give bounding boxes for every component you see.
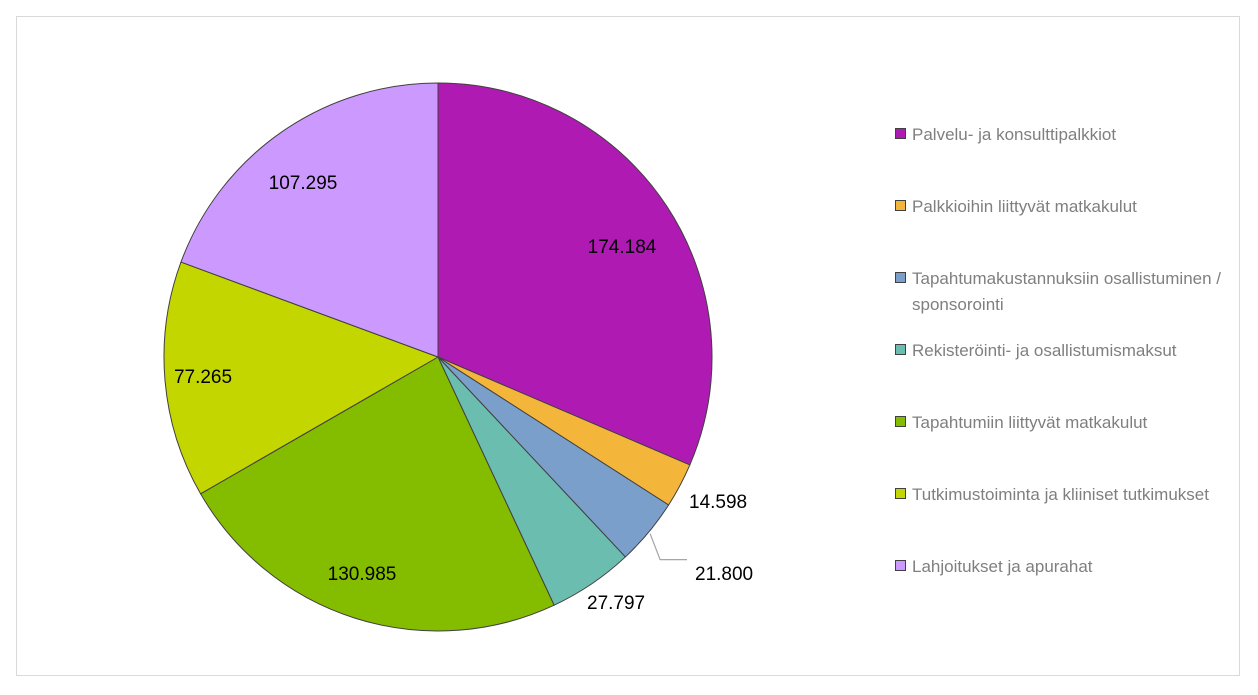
legend-item-2: Palkkioihin liittyvät matkakulut	[895, 194, 1258, 220]
legend-label: Tutkimustoiminta ja kliiniset tutkimukse…	[912, 485, 1209, 504]
pie-chart: 174.184 14.598 21.800 27.797 130.985 77.265 10…	[163, 82, 753, 632]
legend-label: Tapahtumakustannuksiin osallistuminen / …	[912, 269, 1222, 314]
legend-label: Tapahtumiin liittyvät matkakulut	[912, 413, 1148, 432]
legend-swatch	[895, 200, 906, 211]
data-label-6: 77.265	[174, 367, 232, 388]
pie-slice-5	[199, 356, 555, 632]
legend-swatch	[895, 128, 906, 139]
legend-item-6: Tutkimustoiminta ja kliiniset tutkimukse…	[895, 482, 1258, 508]
legend-item-5: Tapahtumiin liittyvät matkakulut	[895, 410, 1258, 436]
legend-swatch	[895, 560, 906, 571]
data-label-2: 14.598	[689, 492, 747, 513]
data-label-7: 107.295	[269, 173, 338, 194]
legend-label: Lahjoitukset ja apurahat	[912, 557, 1093, 576]
data-label-5: 130.985	[328, 564, 397, 585]
legend-swatch	[895, 272, 906, 283]
leader-line-3	[649, 533, 687, 561]
legend-label: Palkkioihin liittyvät matkakulut	[912, 197, 1137, 216]
legend-label: Palvelu- ja konsulttipalkkiot	[912, 125, 1117, 144]
data-label-3: 21.800	[695, 564, 753, 585]
legend-item-4: Rekisteröinti- ja osallistumismaksut	[895, 338, 1258, 364]
legend-swatch	[895, 344, 906, 355]
chart-legend: Palvelu- ja konsulttipalkkiot Palkkioihin…	[895, 122, 1258, 612]
data-label-4: 27.797	[587, 593, 645, 614]
legend-swatch	[895, 416, 906, 427]
chart-frame: 174.184 14.598 21.800 27.797 130.985 77.265 10…	[16, 16, 1240, 676]
legend-item-3: Tapahtumakustannuksiin osallistuminen / …	[895, 266, 1258, 318]
legend-item-1: Palvelu- ja konsulttipalkkiot	[895, 122, 1258, 148]
pie-slice-6	[163, 261, 440, 495]
legend-swatch	[895, 488, 906, 499]
pie-slice-1	[437, 82, 713, 466]
data-label-1: 174.184	[588, 237, 657, 258]
pie-slice-7	[180, 82, 439, 358]
legend-item-7: Lahjoitukset ja apurahat	[895, 554, 1258, 580]
legend-label: Rekisteröinti- ja osallistumismaksut	[912, 341, 1177, 360]
